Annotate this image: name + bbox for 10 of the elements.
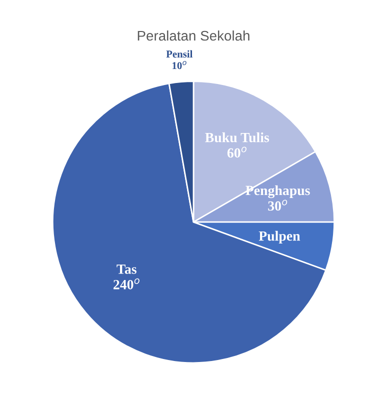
- slice-label: Tas: [116, 264, 136, 274]
- slice-label: Penghapus: [246, 185, 310, 198]
- data-label: 30$^{o}$: [268, 200, 288, 211]
- data-label: 240$^{o}$: [114, 278, 140, 290]
- slice-label: Pulpen: [258, 230, 300, 244]
- chart-title: Peralatan Sekolah: [138, 30, 250, 41]
- data-label: 10$^{o}$: [172, 60, 186, 70]
- slice-label: Pensil: [166, 50, 193, 58]
- slice-label: Buku Tulis: [205, 132, 270, 142]
- data-label: 60$^{o}$: [227, 146, 246, 158]
